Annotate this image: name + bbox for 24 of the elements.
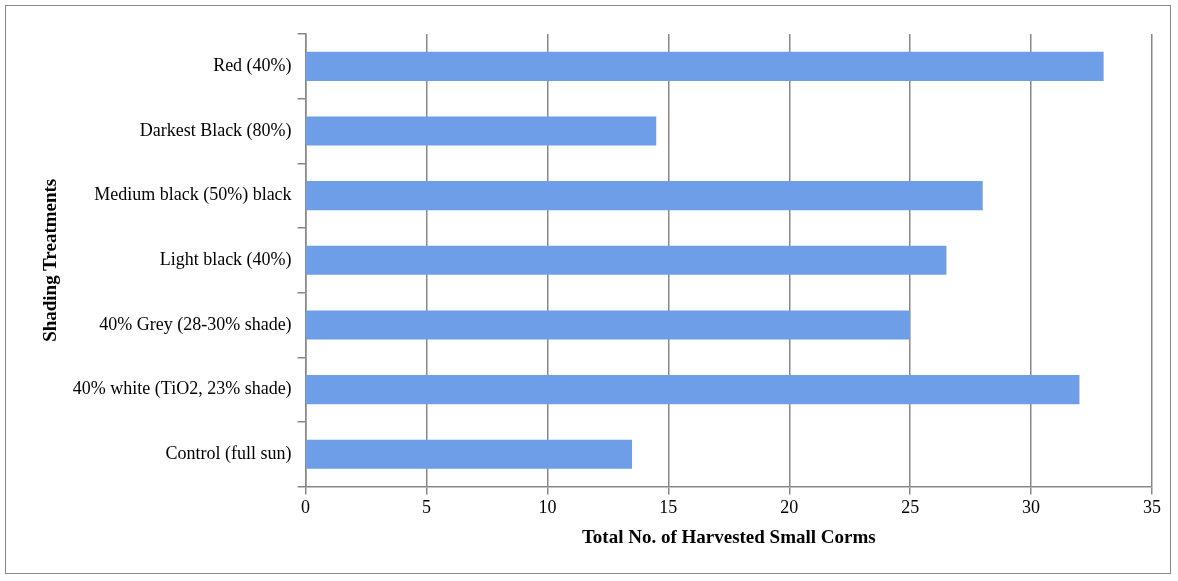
y-tick-label: Red (40%) bbox=[213, 55, 292, 77]
bar bbox=[306, 310, 911, 340]
x-tick-label: 5 bbox=[422, 497, 432, 518]
y-tick-label: Control (full sun) bbox=[165, 443, 292, 465]
y-tick-label: Medium black (50%) black bbox=[94, 184, 292, 206]
x-tick-label: 20 bbox=[780, 497, 799, 518]
bar bbox=[306, 439, 633, 469]
x-tick-label: 30 bbox=[1022, 497, 1041, 518]
y-tick-label: Darkest Black (80%) bbox=[139, 119, 292, 141]
x-tick-label: 10 bbox=[538, 497, 557, 518]
bar bbox=[306, 375, 1080, 405]
x-tick-label: 15 bbox=[659, 497, 678, 518]
bar bbox=[306, 245, 947, 275]
y-axis-title: Shading Treatments bbox=[39, 178, 61, 342]
bar bbox=[306, 116, 657, 146]
x-tick-label: 35 bbox=[1143, 497, 1161, 518]
bar bbox=[306, 181, 983, 211]
y-tick-label: 40% white (TiO2, 23% shade) bbox=[72, 378, 292, 400]
x-tick-label: 0 bbox=[301, 497, 311, 518]
y-tick-label: Light black (40%) bbox=[159, 249, 292, 271]
x-tick-label: 25 bbox=[901, 497, 920, 518]
x-axis-title: Total No. of Harvested Small Corms bbox=[581, 525, 876, 547]
y-tick-label: 40% Grey (28-30% shade) bbox=[99, 313, 292, 335]
bar bbox=[306, 51, 1104, 81]
